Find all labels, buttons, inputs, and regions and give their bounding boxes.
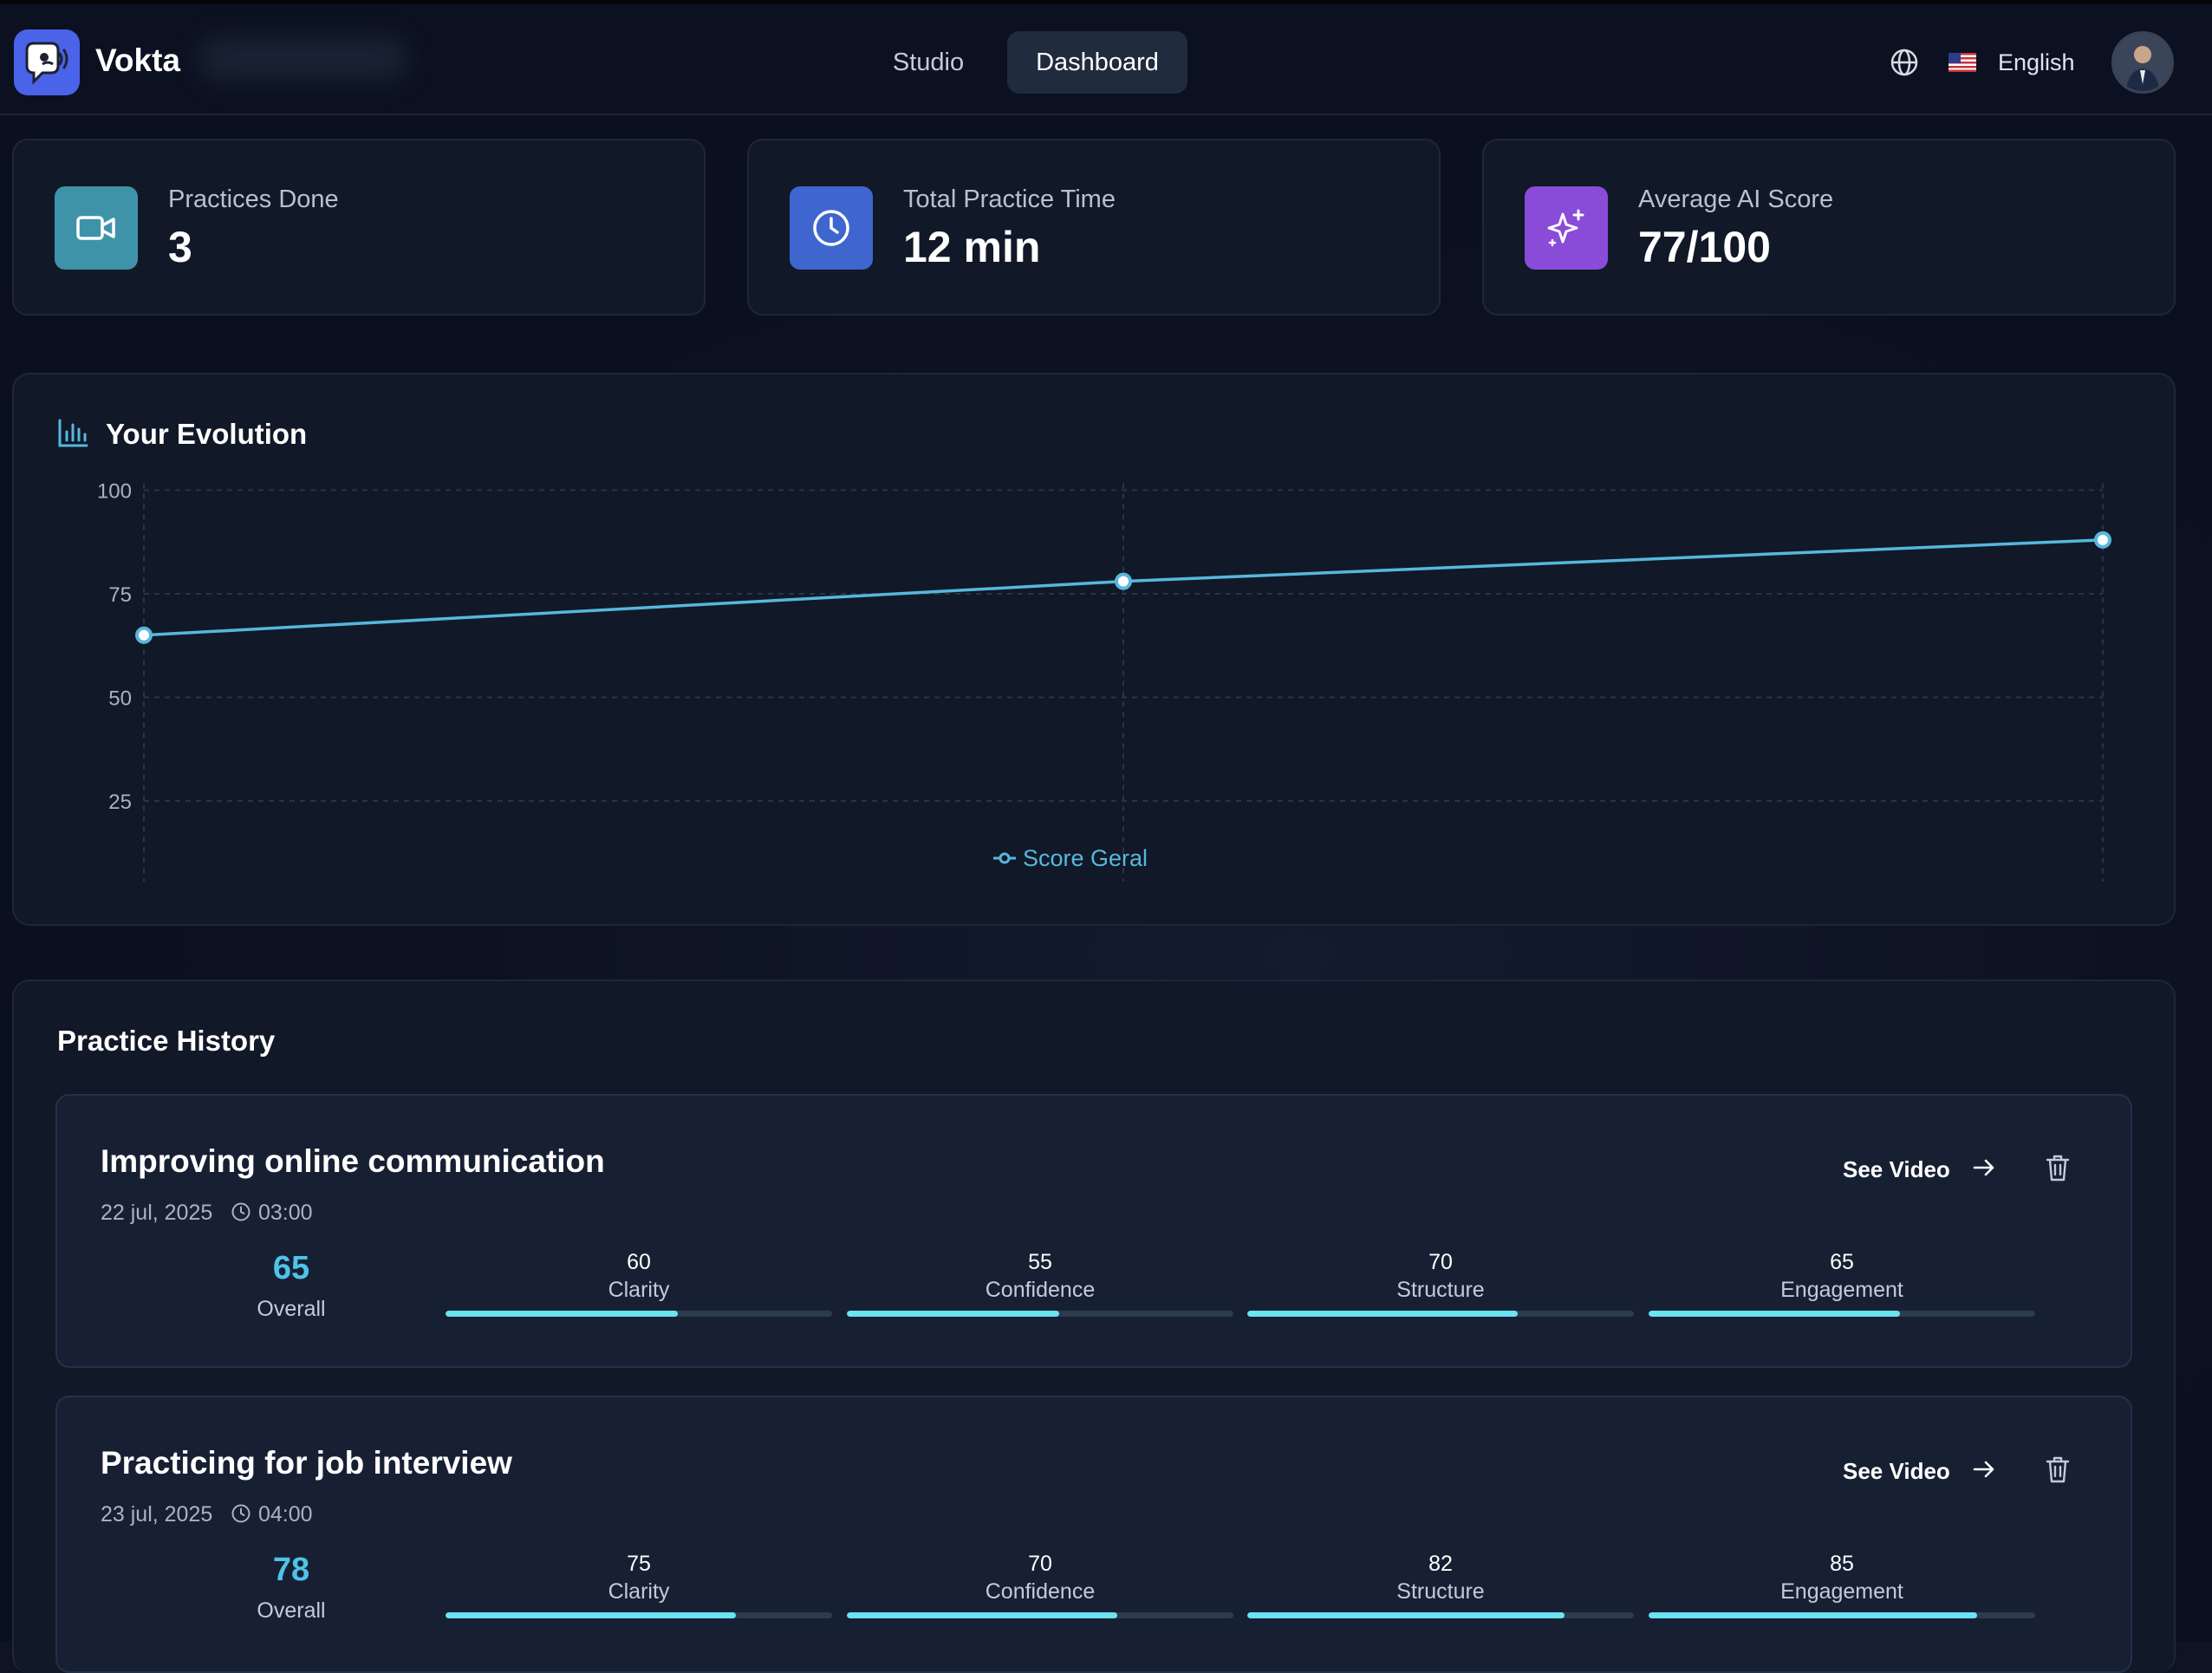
metric-label: Structure	[1396, 1579, 1485, 1604]
metric-progress-bar	[847, 1612, 1233, 1618]
metric-clarity: 75 Clarity	[446, 1552, 832, 1618]
trash-icon[interactable]	[2044, 1455, 2072, 1484]
arrow-right-icon[interactable]	[1971, 1155, 1997, 1181]
trash-icon[interactable]	[2044, 1153, 2072, 1182]
metric-value: 85	[1830, 1552, 1854, 1576]
evolution-panel: Your Evolution 100 75 50 25 Score Geral	[12, 373, 2176, 926]
globe-icon[interactable]	[1890, 48, 1919, 77]
clock-icon	[790, 186, 873, 270]
metric-progress-bar	[1649, 1311, 2035, 1317]
metric-structure: 82 Structure	[1247, 1552, 1634, 1618]
metric-progress-bar	[1247, 1612, 1634, 1618]
brand-name[interactable]: Vokta	[95, 42, 181, 78]
y-tick-label: 100	[97, 480, 132, 504]
stat-value: 3	[168, 223, 192, 271]
practice-card: Improving online communication 22 jul, 20…	[55, 1094, 2132, 1368]
top-navigation-bar: Vokta Studio Dashboard English	[0, 0, 2212, 115]
overall-score: 65	[272, 1250, 310, 1286]
language-selector[interactable]: English	[1998, 49, 2075, 75]
metric-value: 55	[1028, 1250, 1052, 1274]
metric-progress-bar	[446, 1612, 832, 1618]
overall-score: 78	[272, 1552, 310, 1588]
evolution-line-chart: 100 75 50 25 Score Geral	[97, 480, 2111, 882]
stat-card-practices-done: Practices Done 3	[12, 139, 706, 316]
data-point	[135, 626, 153, 644]
metric-confidence: 55 Confidence	[847, 1250, 1233, 1317]
data-point	[2094, 531, 2111, 549]
stat-card-total-practice-time: Total Practice Time 12 min	[747, 139, 1441, 316]
practice-title[interactable]: Practicing for job interview	[101, 1445, 512, 1481]
practice-history-title: Practice History	[57, 1025, 276, 1057]
metric-progress-fill	[1247, 1311, 1519, 1317]
stat-label: Average AI Score	[1638, 186, 1834, 213]
stat-card-average-ai-score: Average AI Score 77/100	[1482, 139, 2176, 316]
metric-confidence: 70 Confidence	[847, 1552, 1233, 1618]
legend-label: Score Geral	[1023, 845, 1148, 871]
see-video-button[interactable]: See Video	[1843, 1458, 1950, 1484]
arrow-right-icon[interactable]	[1971, 1456, 1997, 1482]
metric-label: Clarity	[608, 1579, 670, 1604]
metric-label: Confidence	[985, 1278, 1096, 1302]
stat-value: 77/100	[1638, 223, 1771, 271]
metric-progress-bar	[847, 1311, 1233, 1317]
practice-duration: 03:00	[258, 1201, 313, 1225]
y-tick-label: 25	[108, 791, 132, 814]
metric-label: Confidence	[985, 1579, 1096, 1604]
practice-date: 22 jul, 2025	[101, 1201, 213, 1225]
metric-engagement: 65 Engagement	[1649, 1250, 2035, 1317]
practice-title[interactable]: Improving online communication	[101, 1143, 605, 1179]
metric-progress-fill	[1247, 1612, 1565, 1618]
metric-label: Clarity	[608, 1278, 670, 1302]
nav-tab-studio[interactable]: Studio	[892, 48, 965, 76]
metric-progress-fill	[446, 1612, 736, 1618]
metric-value: 75	[627, 1552, 651, 1576]
blurred-region	[199, 37, 407, 81]
y-tick-label: 75	[108, 583, 132, 607]
metric-value: 65	[1830, 1250, 1854, 1274]
nav-tab-dashboard[interactable]: Dashboard	[1007, 31, 1187, 94]
metric-value: 82	[1428, 1552, 1453, 1576]
metric-engagement: 85 Engagement	[1649, 1552, 2035, 1618]
stat-value: 12 min	[903, 223, 1041, 271]
bar-chart-icon	[58, 419, 88, 447]
data-point	[1115, 572, 1132, 590]
metric-value: 60	[627, 1250, 651, 1274]
vokta-logo-icon[interactable]	[14, 29, 80, 95]
metric-value: 70	[1428, 1250, 1453, 1274]
metric-label: Engagement	[1780, 1579, 1903, 1604]
y-tick-label: 50	[108, 687, 132, 711]
evolution-title: Your Evolution	[106, 418, 308, 450]
us-flag-icon	[1949, 53, 1976, 72]
metric-clarity: 60 Clarity	[446, 1250, 832, 1317]
metric-progress-fill	[1649, 1311, 1900, 1317]
practice-card: Practicing for job interview 23 jul, 2025…	[55, 1396, 2132, 1673]
see-video-button[interactable]: See Video	[1843, 1156, 1950, 1182]
avatar[interactable]	[2111, 31, 2174, 94]
metric-progress-fill	[847, 1612, 1118, 1618]
metric-progress-fill	[446, 1311, 678, 1317]
metric-progress-fill	[847, 1311, 1060, 1317]
metric-progress-bar	[446, 1311, 832, 1317]
clock-icon	[231, 1504, 250, 1523]
metric-label: Engagement	[1780, 1278, 1903, 1302]
stat-label: Total Practice Time	[903, 186, 1116, 213]
video-camera-icon	[55, 186, 138, 270]
metric-progress-bar	[1247, 1311, 1634, 1317]
overall-label: Overall	[257, 1598, 326, 1623]
sparkles-icon	[1525, 186, 1608, 270]
stat-label: Practices Done	[168, 186, 339, 213]
metric-value: 70	[1028, 1552, 1052, 1576]
practice-date: 23 jul, 2025	[101, 1502, 213, 1527]
legend-marker-icon	[999, 852, 1011, 864]
metric-progress-fill	[1649, 1612, 1978, 1618]
practice-duration: 04:00	[258, 1502, 313, 1527]
clock-icon	[231, 1202, 250, 1221]
metric-progress-bar	[1649, 1612, 2035, 1618]
metric-structure: 70 Structure	[1247, 1250, 1634, 1317]
metric-label: Structure	[1396, 1278, 1485, 1302]
overall-label: Overall	[257, 1297, 326, 1321]
